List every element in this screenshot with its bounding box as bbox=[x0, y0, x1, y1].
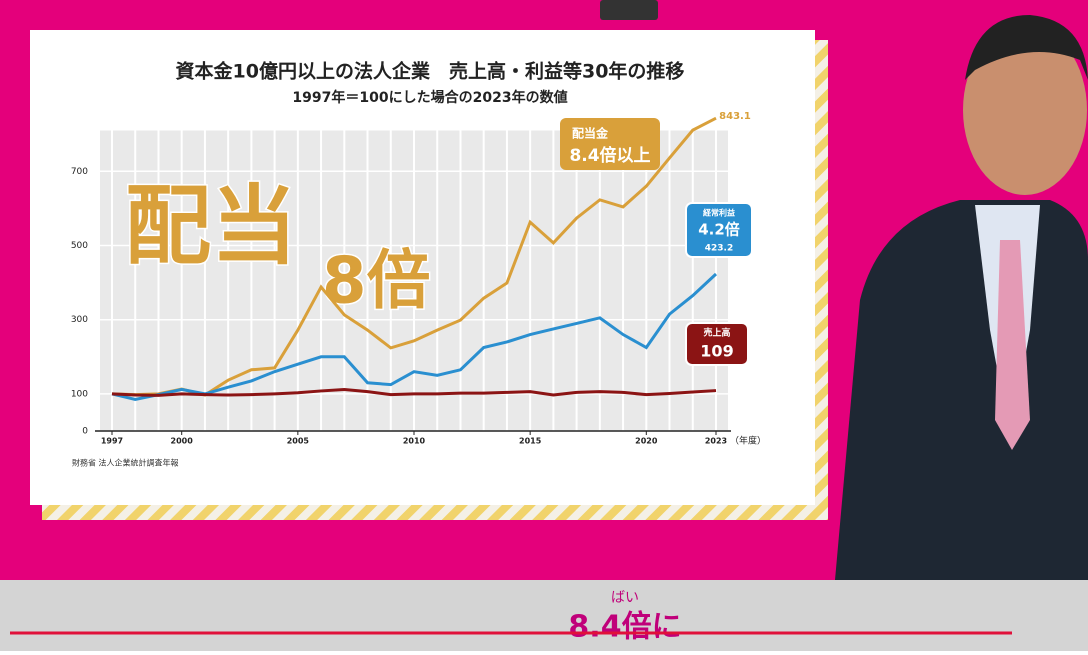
callout-text: 8.4倍以上 bbox=[569, 145, 650, 166]
x-tick-label: 2005 bbox=[287, 437, 310, 446]
y-tick-label: 100 bbox=[71, 389, 88, 399]
value-label: 109 bbox=[700, 342, 733, 361]
caption-text: 8.4倍に bbox=[568, 610, 681, 645]
value-label: 843.1 bbox=[719, 111, 751, 122]
callout bbox=[685, 202, 753, 258]
plot: 0 100 300 500 700 1997 2000 2005 2010 2015 2020 202… bbox=[71, 111, 753, 446]
chart-subtitle: 1997年＝100にした場合の2023年の数値 bbox=[292, 89, 567, 106]
caption-ruby: ばい bbox=[611, 590, 639, 606]
callout bbox=[685, 322, 749, 366]
x-tick-label: 2015 bbox=[519, 437, 542, 446]
callout-text: 4.2倍 bbox=[698, 221, 740, 239]
x-axis-label: （年度） bbox=[730, 435, 766, 447]
x-tick-label: 2023 bbox=[705, 437, 727, 446]
source-note: 財務省 法人企業統計調査年報 bbox=[72, 458, 179, 468]
x-tick-label: 2010 bbox=[403, 437, 426, 446]
value-label: 423.2 bbox=[705, 244, 733, 254]
series-line bbox=[111, 387, 717, 397]
video-controls[interactable] bbox=[600, 0, 658, 20]
x-tick-label: 2020 bbox=[635, 437, 658, 446]
y-tick-label: 0 bbox=[82, 427, 88, 437]
overlay-text: 配当 bbox=[125, 176, 297, 276]
x-tick-label: 1997 bbox=[101, 437, 123, 446]
y-tick-label: 500 bbox=[71, 241, 88, 251]
y-tick-label: 300 bbox=[71, 315, 88, 325]
x-tick-label: 2000 bbox=[171, 437, 194, 446]
legend-label: 配当金 bbox=[572, 126, 609, 141]
callout bbox=[560, 118, 660, 170]
caption-bar bbox=[0, 580, 1088, 651]
series-line bbox=[111, 116, 717, 397]
chart-title: 資本金10億円以上の法人企業 売上高・利益等30年の推移 bbox=[176, 60, 685, 83]
series-line bbox=[111, 272, 718, 402]
legend-label: 売上高 bbox=[703, 327, 730, 339]
y-tick-label: 700 bbox=[71, 167, 88, 177]
legend-label: 経常利益 bbox=[703, 208, 735, 218]
presenter bbox=[835, 15, 1088, 580]
